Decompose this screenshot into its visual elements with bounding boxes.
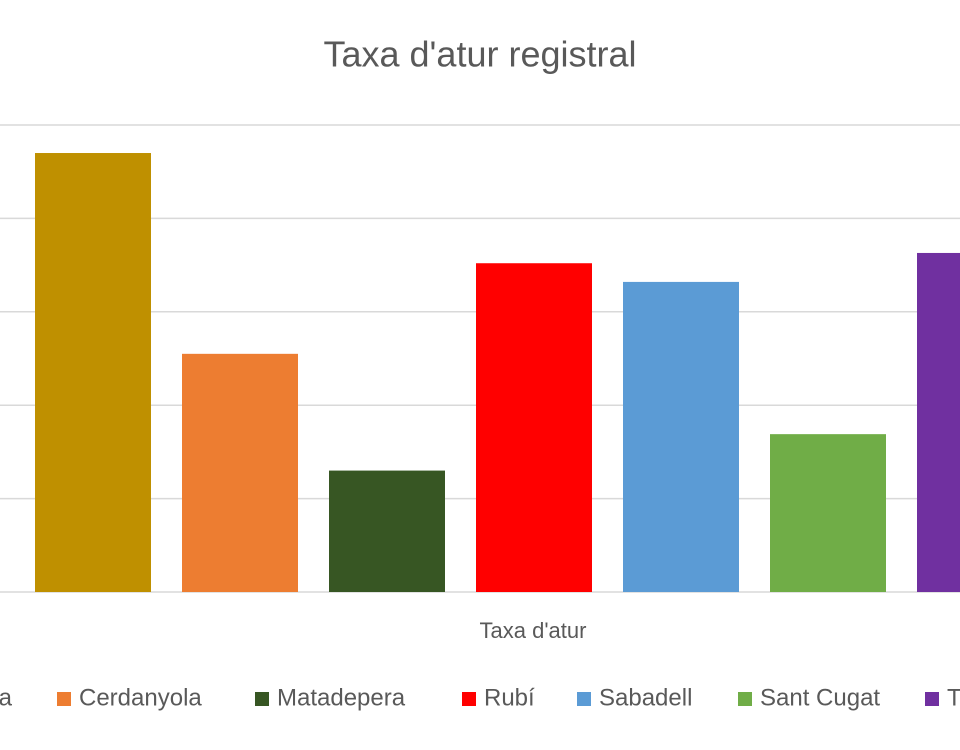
bar	[917, 252, 960, 592]
x-axis-label: Taxa d'atur	[480, 618, 587, 643]
legend-label: T	[947, 684, 960, 711]
chart-title: Taxa d'atur registral	[323, 34, 636, 75]
bar	[770, 434, 886, 592]
legend-label: Rubí	[484, 684, 535, 711]
legend-label: a	[0, 684, 13, 711]
bar	[329, 470, 445, 592]
legend-swatch	[577, 692, 591, 706]
bar	[623, 281, 739, 592]
legend-label: Sant Cugat	[760, 684, 880, 711]
bar	[476, 263, 592, 592]
legend-swatch	[57, 692, 71, 706]
legend-label: Cerdanyola	[79, 684, 202, 711]
legend-swatch	[255, 692, 269, 706]
legend-swatch	[738, 692, 752, 706]
legend-swatch	[925, 692, 939, 706]
legend-label: Sabadell	[599, 684, 692, 711]
legend-label: Matadepera	[277, 684, 406, 711]
bar	[35, 153, 151, 592]
bar	[182, 353, 298, 592]
legend-swatch	[462, 692, 476, 706]
